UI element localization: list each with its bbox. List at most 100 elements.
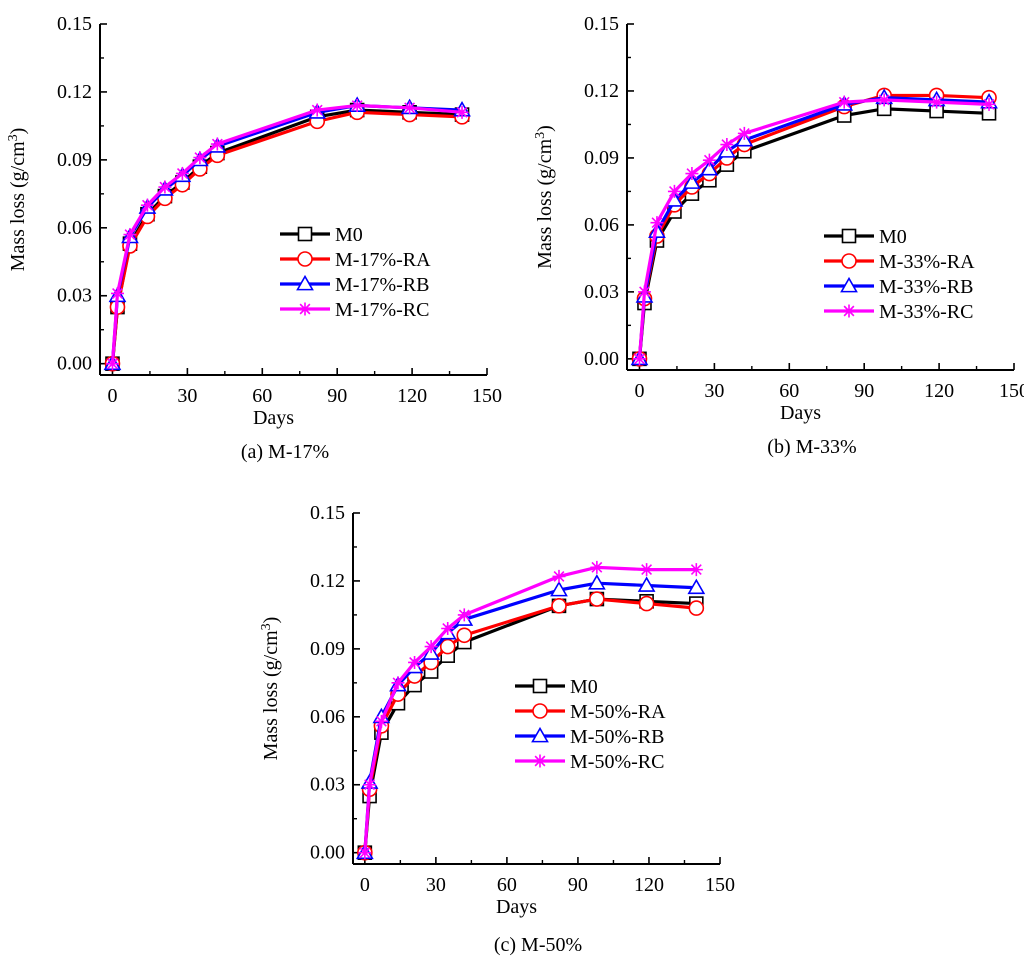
data-point — [350, 99, 364, 113]
data-point — [363, 778, 377, 792]
legend-label: M0 — [570, 676, 598, 698]
x-tick-label: 0 — [634, 380, 644, 402]
legend-label: M-17%-RC — [335, 299, 429, 321]
legend: M0 M-33%-RA M-33%-RB M-33%-RC — [824, 226, 975, 323]
y-tick-label: 0.09 — [310, 638, 345, 660]
series-line — [110, 110, 463, 364]
x-tick-label: 120 — [397, 385, 427, 407]
legend-label: M-33%-RB — [879, 276, 973, 298]
y-tick-label: 0.12 — [57, 81, 92, 103]
data-point — [637, 576, 656, 592]
x-tick-label: 120 — [634, 874, 664, 896]
data-point — [650, 216, 664, 230]
data-point — [930, 95, 944, 109]
series — [632, 93, 996, 366]
data-point — [640, 563, 654, 577]
series-line — [110, 108, 463, 364]
legend-marker — [297, 251, 313, 267]
y-tick-label: 0.06 — [57, 217, 92, 239]
legend-label: M-17%-RA — [335, 249, 431, 271]
y-axis-label-close: ) — [260, 617, 282, 624]
legend-label: M-33%-RC — [879, 301, 973, 323]
legend-marker — [532, 703, 548, 719]
series — [630, 88, 998, 366]
legend-marker — [296, 274, 314, 291]
data-point — [455, 105, 469, 119]
y-axis-label-text: Mass loss (g/cm — [260, 630, 282, 760]
series — [358, 560, 703, 860]
legend-label: M-50%-RC — [570, 751, 664, 773]
y-tick-label: 0.00 — [57, 353, 92, 375]
data-point — [688, 600, 705, 616]
data-point — [877, 93, 891, 107]
legend-marker — [842, 304, 856, 318]
legend-marker — [297, 226, 313, 242]
x-tick-label: 60 — [252, 385, 272, 407]
data-point — [982, 97, 996, 111]
y-tick-label: 0.15 — [584, 13, 619, 35]
y-tick-label: 0.15 — [57, 13, 92, 35]
y-tick-label: 0.12 — [310, 570, 345, 592]
legend-label: M0 — [335, 224, 363, 246]
chart-caption: (a) M-17% — [241, 441, 329, 463]
legend-label: M-33%-RA — [879, 251, 975, 273]
data-point — [403, 101, 417, 115]
legend-marker — [841, 228, 857, 244]
series — [104, 104, 470, 372]
data-point — [637, 285, 651, 299]
y-tick-label: 0.03 — [584, 281, 619, 303]
y-axis-label-superscript: 3 — [6, 134, 21, 141]
data-point — [105, 357, 119, 371]
x-tick-label: 0 — [107, 385, 117, 407]
y-tick-label: 0.03 — [310, 774, 345, 796]
data-point — [551, 598, 567, 614]
data-point — [358, 846, 372, 860]
data-point — [110, 286, 124, 300]
x-tick-label: 60 — [779, 380, 799, 402]
data-point — [408, 655, 422, 669]
x-axis-label: Days — [780, 402, 821, 424]
series — [105, 102, 470, 371]
y-axis-label: Mass loss (g/cm3) — [6, 128, 30, 272]
y-axis-label-text: Mass loss (g/cm — [534, 138, 556, 268]
x-tick-label: 30 — [177, 385, 197, 407]
data-point — [456, 627, 473, 644]
y-axis-label-superscript: 3 — [533, 132, 548, 139]
x-axis-label: Days — [253, 407, 294, 429]
x-tick-label: 90 — [568, 874, 588, 896]
y-axis-label: Mass loss (g/cm3) — [259, 617, 283, 761]
data-point — [702, 153, 716, 167]
series-line — [110, 103, 463, 364]
data-point — [391, 676, 405, 690]
legend-marker — [531, 726, 549, 743]
data-point — [550, 580, 568, 597]
x-tick-label: 150 — [999, 380, 1024, 402]
series-line — [637, 98, 990, 359]
legend-marker — [298, 302, 312, 316]
data-point — [310, 103, 324, 117]
legend-label: M-17%-RB — [335, 274, 429, 296]
data-point — [140, 198, 154, 212]
y-tick-label: 0.00 — [310, 842, 345, 864]
data-point — [590, 560, 604, 574]
series — [631, 87, 997, 367]
data-point — [374, 714, 388, 728]
legend-marker — [841, 253, 857, 269]
chart-caption: (b) M-33% — [767, 436, 856, 458]
legend-marker — [840, 276, 858, 293]
x-tick-label: 150 — [472, 385, 502, 407]
y-tick-label: 0.03 — [57, 285, 92, 307]
x-axis-label: Days — [496, 896, 537, 918]
data-point — [700, 159, 719, 176]
data-point — [687, 578, 706, 595]
series — [632, 101, 997, 367]
legend-label: M-50%-RB — [570, 726, 664, 748]
chart-panel: 0.00 0.03 0.06 0.09 0.12 0.15 0 30 60 90 120 150 Day… — [6, 13, 503, 463]
x-tick-label: 60 — [497, 874, 517, 896]
data-point — [424, 640, 438, 654]
legend: M0 M-50%-RA M-50%-RB M-50%-RC — [515, 676, 666, 773]
y-axis-label-superscript: 3 — [259, 623, 274, 630]
legend-marker — [532, 678, 548, 694]
x-tick-label: 30 — [704, 380, 724, 402]
